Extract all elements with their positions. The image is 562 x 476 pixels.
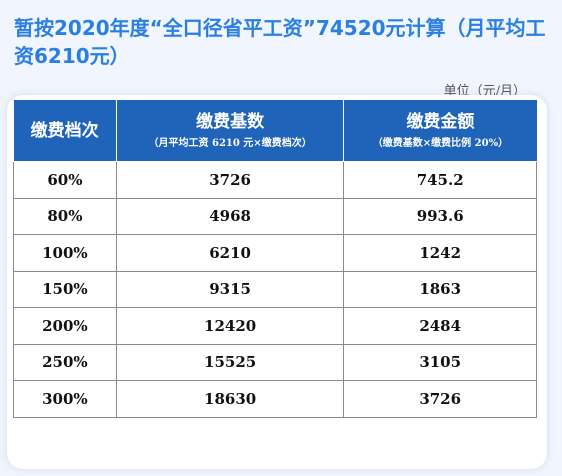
table-row: 100% 6210 1242 bbox=[13, 234, 537, 272]
cell-amount: 3726 bbox=[343, 380, 537, 418]
table-row: 150% 9315 1863 bbox=[13, 270, 537, 308]
cell-amount: 1863 bbox=[343, 270, 537, 308]
contribution-table: 缴费档次 缴费基数 （月平均工资 6210 元×缴费档次） 缴费金额 （缴费基数… bbox=[13, 100, 537, 418]
table-row: 80% 4968 993.6 bbox=[13, 197, 537, 235]
table-row: 200% 12420 2484 bbox=[13, 307, 537, 345]
cell-level: 250% bbox=[13, 343, 117, 381]
cell-amount: 993.6 bbox=[343, 197, 537, 235]
cell-base: 9315 bbox=[115, 270, 345, 308]
cell-base: 15525 bbox=[115, 343, 345, 381]
table-row: 300% 18630 3726 bbox=[13, 380, 537, 418]
table-card: 缴费档次 缴费基数 （月平均工资 6210 元×缴费档次） 缴费金额 （缴费基数… bbox=[7, 95, 547, 469]
cell-level: 60% bbox=[13, 161, 117, 199]
page-title: 暂按2020年度“全口径省平工资”74520元计算（月平均工资6210元） bbox=[14, 16, 546, 68]
cell-base: 12420 bbox=[115, 307, 345, 345]
cell-amount: 1242 bbox=[343, 234, 537, 272]
cell-level: 80% bbox=[13, 197, 117, 235]
table-header-row: 缴费档次 缴费基数 （月平均工资 6210 元×缴费档次） 缴费金额 （缴费基数… bbox=[13, 100, 537, 162]
header-amount: 缴费金额 （缴费基数×缴费比例 20%） bbox=[343, 100, 537, 162]
cell-level: 300% bbox=[13, 380, 117, 418]
header-amount-label: 缴费金额 bbox=[406, 111, 475, 132]
cell-level: 100% bbox=[13, 234, 117, 272]
cell-amount: 3105 bbox=[343, 343, 537, 381]
cell-amount: 2484 bbox=[343, 307, 537, 345]
cell-amount: 745.2 bbox=[343, 161, 537, 199]
table-row: 250% 15525 3105 bbox=[13, 343, 537, 381]
cell-base: 6210 bbox=[115, 234, 345, 272]
cell-base: 4968 bbox=[115, 197, 345, 235]
cell-level: 200% bbox=[13, 307, 117, 345]
header-base: 缴费基数 （月平均工资 6210 元×缴费档次） bbox=[115, 100, 345, 162]
cell-level: 150% bbox=[13, 270, 117, 308]
cell-base: 18630 bbox=[115, 380, 345, 418]
table-row: 60% 3726 745.2 bbox=[13, 161, 537, 199]
header-base-label: 缴费基数 bbox=[196, 111, 265, 132]
header-base-formula: （月平均工资 6210 元×缴费档次） bbox=[148, 137, 312, 149]
header-amount-formula: （缴费基数×缴费比例 20%） bbox=[372, 137, 509, 149]
cell-base: 3726 bbox=[115, 161, 345, 199]
header-level-label: 缴费档次 bbox=[30, 120, 99, 141]
header-level: 缴费档次 bbox=[13, 100, 117, 162]
